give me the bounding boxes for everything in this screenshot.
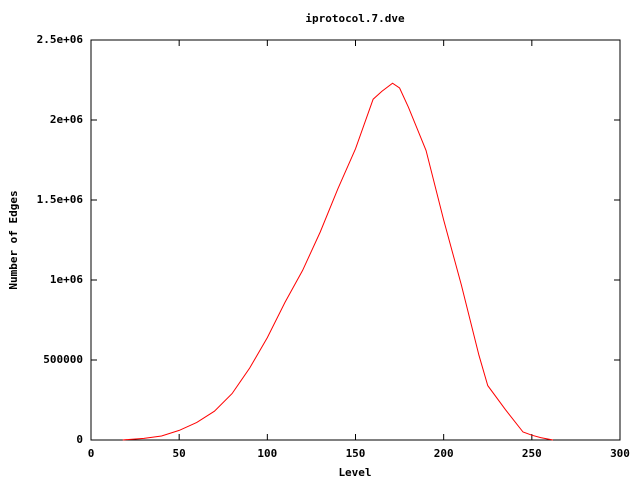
- x-tick-label: 250: [522, 447, 542, 460]
- y-axis-label: Number of Edges: [7, 190, 20, 289]
- x-axis-label: Level: [338, 466, 371, 479]
- x-tick-label: 200: [434, 447, 454, 460]
- data-line: [122, 82, 554, 441]
- x-tick-label: 50: [173, 447, 186, 460]
- y-tick-label: 1e+06: [50, 273, 83, 286]
- x-tick-label: 150: [346, 447, 366, 460]
- y-tick-label: 500000: [43, 353, 83, 366]
- y-tick-label: 1.5e+06: [37, 193, 84, 206]
- y-tick-label: 0: [76, 433, 83, 446]
- y-tick-label: 2e+06: [50, 113, 83, 126]
- y-tick-label: 2.5e+06: [37, 33, 84, 46]
- plot-border: [90, 39, 621, 441]
- x-tick-label: 0: [88, 447, 95, 460]
- chart-title: iprotocol.7.dve: [305, 12, 405, 25]
- x-tick-label: 100: [257, 447, 277, 460]
- x-tick-label: 300: [610, 447, 630, 460]
